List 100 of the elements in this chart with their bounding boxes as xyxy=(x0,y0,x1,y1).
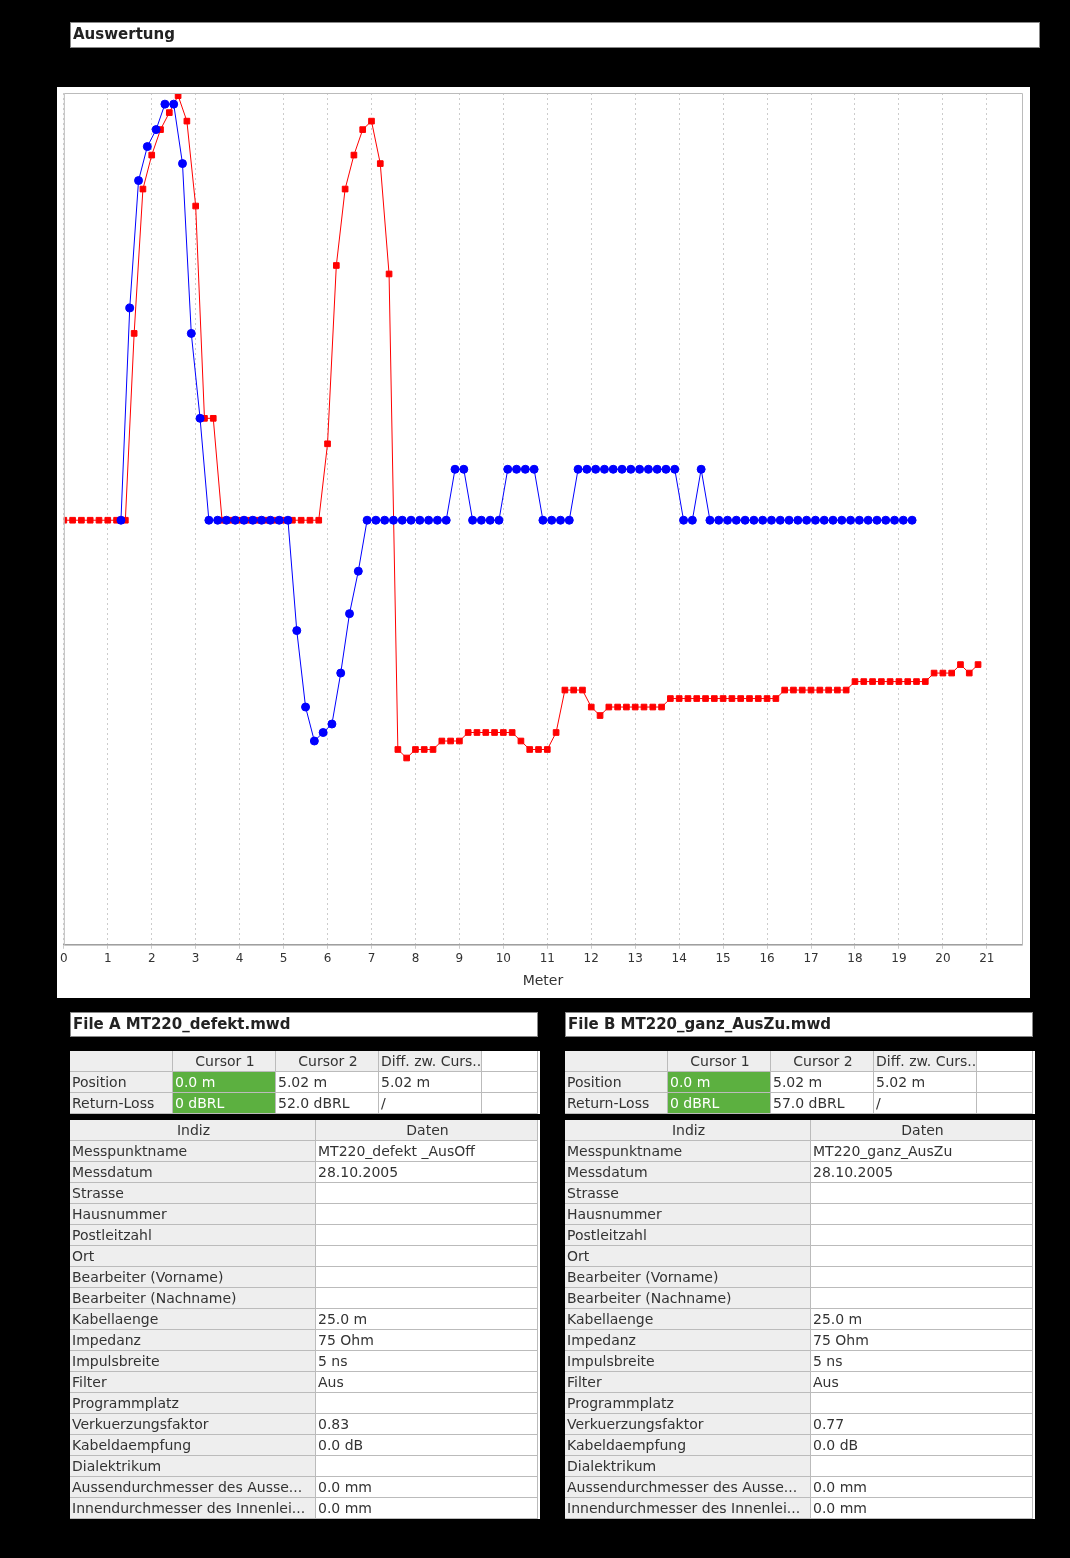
text: 5.02 m xyxy=(771,1072,874,1093)
text: Return-Loss xyxy=(70,1093,173,1114)
x-tick-label: 20 xyxy=(935,951,951,966)
text: 0.0 m xyxy=(173,1072,276,1093)
text: MT220_ganz_AusZu xyxy=(811,1141,1033,1162)
text: File A MT220_defekt.mwd xyxy=(70,1012,538,1037)
text: 75 Ohm xyxy=(316,1330,538,1351)
text: Strasse xyxy=(70,1183,316,1204)
text: 52.0 dBRL xyxy=(276,1093,379,1114)
text: Impedanz xyxy=(70,1330,316,1351)
x-tick-label: 9 xyxy=(455,951,464,966)
x-tick-label: 6 xyxy=(323,951,332,966)
text: Bearbeiter (Nachname) xyxy=(70,1288,316,1309)
text: Verkuerzungsfaktor xyxy=(70,1414,316,1435)
text: 0 dBRL xyxy=(668,1093,771,1114)
x-tick-label: 12 xyxy=(583,951,599,966)
text: 75 Ohm xyxy=(811,1330,1033,1351)
text: Aus xyxy=(316,1372,538,1393)
text: Postleitzahl xyxy=(565,1225,811,1246)
x-axis-title: Meter xyxy=(522,972,564,989)
text: 0.0 m xyxy=(668,1072,771,1093)
x-tick-label: 14 xyxy=(671,951,687,966)
x-tick-label: 1 xyxy=(103,951,112,966)
x-tick-label: 8 xyxy=(411,951,420,966)
text: Impulsbreite xyxy=(565,1351,811,1372)
text: Impedanz xyxy=(565,1330,811,1351)
text: Diff. zw. Curs.. xyxy=(874,1051,977,1072)
text: Indiz xyxy=(70,1120,316,1141)
text: Position xyxy=(565,1072,668,1093)
text: Daten xyxy=(316,1120,538,1141)
text: Filter xyxy=(565,1372,811,1393)
text: 5 ns xyxy=(811,1351,1033,1372)
text: 0.0 dB xyxy=(811,1435,1033,1456)
text: Kabellaenge xyxy=(70,1309,316,1330)
text: 28.10.2005 xyxy=(316,1162,538,1183)
text: Messdatum xyxy=(565,1162,811,1183)
text: Impulsbreite xyxy=(70,1351,316,1372)
text: 0.0 mm xyxy=(811,1477,1033,1498)
text: Daten xyxy=(811,1120,1033,1141)
text: File B MT220_ganz_AusZu.mwd xyxy=(565,1012,1033,1037)
text: 0.0 mm xyxy=(811,1498,1033,1519)
text: Cursor 2 xyxy=(276,1051,379,1072)
x-tick-label: 11 xyxy=(539,951,555,966)
text: Filter xyxy=(70,1372,316,1393)
text: 0.83 xyxy=(316,1414,538,1435)
x-tick-label: 15 xyxy=(715,951,731,966)
text: 0.0 mm xyxy=(316,1498,538,1519)
text: Position xyxy=(70,1072,173,1093)
text: Cursor 1 xyxy=(173,1051,276,1072)
x-tick-label: 10 xyxy=(495,951,511,966)
text: Return-Loss xyxy=(565,1093,668,1114)
x-tick-label: 13 xyxy=(627,951,643,966)
text: Diff. zw. Curs.. xyxy=(379,1051,482,1072)
text: Ort xyxy=(70,1246,316,1267)
text: Hausnummer xyxy=(565,1204,811,1225)
text: Verkuerzungsfaktor xyxy=(565,1414,811,1435)
text: / xyxy=(379,1093,482,1114)
text: Programmplatz xyxy=(70,1393,316,1414)
text: 0.0 dB xyxy=(316,1435,538,1456)
x-tick-label: 17 xyxy=(803,951,819,966)
text: 0.77 xyxy=(811,1414,1033,1435)
text: Indiz xyxy=(565,1120,811,1141)
text: 0 dBRL xyxy=(173,1093,276,1114)
text: Aussendurchmesser des Ausse... xyxy=(565,1477,811,1498)
text: Messdatum xyxy=(70,1162,316,1183)
text: 5.02 m xyxy=(276,1072,379,1093)
text: Bearbeiter (Vorname) xyxy=(565,1267,811,1288)
text: 5 ns xyxy=(316,1351,538,1372)
text: Aussendurchmesser des Ausse... xyxy=(70,1477,316,1498)
text: 25.0 m xyxy=(811,1309,1033,1330)
x-tick-label: 5 xyxy=(279,951,288,966)
text: Aus xyxy=(811,1372,1033,1393)
text: 5.02 m xyxy=(379,1072,482,1093)
text: Kabeldaempfung xyxy=(565,1435,811,1456)
text: 57.0 dBRL xyxy=(771,1093,874,1114)
x-tick-label: 3 xyxy=(191,951,200,966)
text: 5.02 m xyxy=(874,1072,977,1093)
text: Messpunktname xyxy=(565,1141,811,1162)
x-tick-label: 4 xyxy=(235,951,244,966)
text: Ort xyxy=(565,1246,811,1267)
x-tick-label: 21 xyxy=(979,951,995,966)
text: Strasse xyxy=(565,1183,811,1204)
text: Bearbeiter (Nachname) xyxy=(565,1288,811,1309)
text: Kabeldaempfung xyxy=(70,1435,316,1456)
text: 28.10.2005 xyxy=(811,1162,1033,1183)
text: Innendurchmesser des Innenlei... xyxy=(70,1498,316,1519)
text: Kabellaenge xyxy=(565,1309,811,1330)
x-tick-label: 7 xyxy=(367,951,376,966)
text: Bearbeiter (Vorname) xyxy=(70,1267,316,1288)
text: 25.0 m xyxy=(316,1309,538,1330)
text: / xyxy=(874,1093,977,1114)
x-tick-label: 16 xyxy=(759,951,775,966)
text: Dialektrikum xyxy=(565,1456,811,1477)
text: Postleitzahl xyxy=(70,1225,316,1246)
x-tick-label: 19 xyxy=(891,951,907,966)
text: 0.0 mm xyxy=(316,1477,538,1498)
text: Messpunktname xyxy=(70,1141,316,1162)
text: Dialektrikum xyxy=(70,1456,316,1477)
text: Cursor 1 xyxy=(668,1051,771,1072)
text: Innendurchmesser des Innenlei... xyxy=(565,1498,811,1519)
